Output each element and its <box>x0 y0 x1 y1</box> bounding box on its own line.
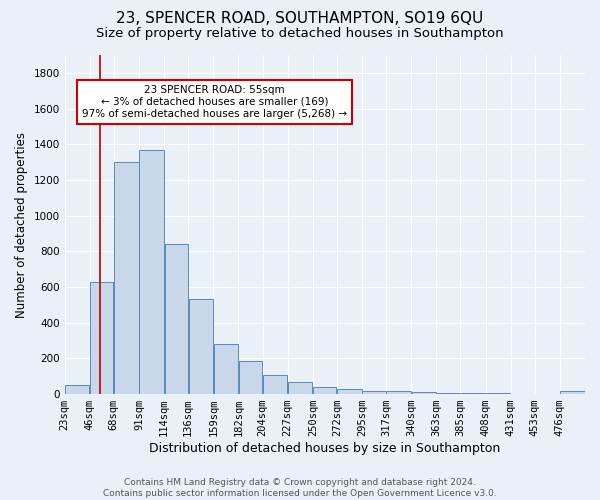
Text: 23 SPENCER ROAD: 55sqm
← 3% of detached houses are smaller (169)
97% of semi-det: 23 SPENCER ROAD: 55sqm ← 3% of detached … <box>82 86 347 118</box>
Text: Size of property relative to detached houses in Southampton: Size of property relative to detached ho… <box>96 28 504 40</box>
Bar <box>337 388 362 394</box>
Bar <box>412 392 436 394</box>
Bar <box>386 392 411 394</box>
Text: Contains HM Land Registry data © Crown copyright and database right 2024.
Contai: Contains HM Land Registry data © Crown c… <box>103 478 497 498</box>
Bar <box>65 385 89 394</box>
Bar <box>560 390 584 394</box>
Bar <box>214 344 238 394</box>
Bar <box>164 244 188 394</box>
Bar <box>188 300 213 394</box>
Bar <box>313 387 337 394</box>
X-axis label: Distribution of detached houses by size in Southampton: Distribution of detached houses by size … <box>149 442 500 455</box>
Y-axis label: Number of detached properties: Number of detached properties <box>15 132 28 318</box>
Bar <box>263 376 287 394</box>
Text: 23, SPENCER ROAD, SOUTHAMPTON, SO19 6QU: 23, SPENCER ROAD, SOUTHAMPTON, SO19 6QU <box>116 11 484 26</box>
Bar <box>486 393 510 394</box>
Bar <box>239 361 262 394</box>
Bar <box>114 162 139 394</box>
Bar <box>139 150 164 394</box>
Bar <box>461 393 485 394</box>
Bar <box>90 282 113 394</box>
Bar <box>437 393 460 394</box>
Bar <box>288 382 313 394</box>
Bar <box>362 390 386 394</box>
